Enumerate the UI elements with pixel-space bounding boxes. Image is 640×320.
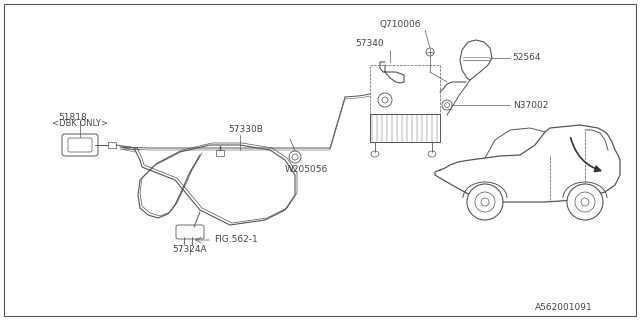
Text: W205056: W205056 bbox=[285, 165, 328, 174]
Text: <DBK ONLY>: <DBK ONLY> bbox=[52, 119, 108, 129]
Circle shape bbox=[426, 48, 434, 56]
Circle shape bbox=[575, 192, 595, 212]
Bar bbox=[370, 114, 440, 142]
Circle shape bbox=[289, 151, 301, 163]
Circle shape bbox=[292, 154, 298, 160]
Text: 57340: 57340 bbox=[355, 39, 383, 49]
FancyBboxPatch shape bbox=[68, 138, 92, 152]
Circle shape bbox=[382, 97, 388, 103]
Circle shape bbox=[442, 100, 452, 110]
Circle shape bbox=[467, 184, 503, 220]
Ellipse shape bbox=[428, 151, 436, 157]
Ellipse shape bbox=[371, 151, 379, 157]
Circle shape bbox=[481, 198, 489, 206]
Circle shape bbox=[581, 198, 589, 206]
Text: 57330B: 57330B bbox=[228, 125, 263, 134]
Circle shape bbox=[445, 102, 449, 108]
Bar bbox=[108, 142, 116, 148]
Circle shape bbox=[378, 93, 392, 107]
Bar bbox=[370, 65, 440, 130]
Text: N37002: N37002 bbox=[513, 100, 548, 109]
Text: 57324A: 57324A bbox=[172, 245, 207, 254]
Text: 51818: 51818 bbox=[58, 113, 87, 122]
Polygon shape bbox=[460, 40, 492, 80]
FancyBboxPatch shape bbox=[62, 134, 98, 156]
Bar bbox=[216, 150, 224, 156]
Text: 52564: 52564 bbox=[512, 53, 541, 62]
Text: FIG.562-1: FIG.562-1 bbox=[214, 236, 258, 244]
Circle shape bbox=[475, 192, 495, 212]
Text: Q710006: Q710006 bbox=[380, 20, 422, 29]
FancyBboxPatch shape bbox=[176, 225, 204, 239]
Text: A562001091: A562001091 bbox=[535, 303, 593, 313]
Circle shape bbox=[567, 184, 603, 220]
